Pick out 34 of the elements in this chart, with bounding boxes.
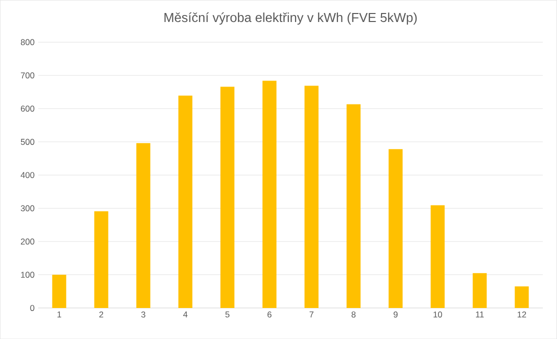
bar xyxy=(52,274,66,308)
y-tick-label: 400 xyxy=(20,172,34,178)
bar xyxy=(388,149,403,308)
x-tick-label: 6 xyxy=(268,311,272,318)
y-tick-label: 100 xyxy=(21,272,34,278)
chart-title: Měsíční výroba elektřiny v kWh (FVE 5kWp) xyxy=(164,12,417,25)
y-tick-label: 300 xyxy=(20,205,34,212)
x-tick-label: 4 xyxy=(183,311,188,318)
y-tick-label: 600 xyxy=(20,106,34,112)
x-tick-label: 7 xyxy=(310,311,314,318)
y-tick-label: 800 xyxy=(20,39,34,46)
bar xyxy=(220,86,234,308)
bar xyxy=(346,104,361,308)
bar xyxy=(94,211,108,308)
bar xyxy=(430,205,445,308)
bar xyxy=(514,286,529,308)
bar xyxy=(304,86,319,308)
y-tick-label: 200 xyxy=(20,238,34,244)
y-tick-label: 500 xyxy=(20,138,34,145)
x-tick-label: 10 xyxy=(434,311,442,318)
bar xyxy=(136,143,150,308)
x-tick-label: 1 xyxy=(57,311,62,318)
y-tick-label: 700 xyxy=(20,72,34,78)
y-tick-label: 0 xyxy=(30,304,34,311)
bar xyxy=(472,273,487,308)
x-tick-label: 11 xyxy=(476,311,484,318)
x-tick-label: 12 xyxy=(518,311,526,318)
bar xyxy=(262,80,276,308)
bar xyxy=(178,96,192,308)
x-tick-label: 9 xyxy=(394,311,398,318)
x-tick-label: 8 xyxy=(352,311,356,318)
x-tick-label: 5 xyxy=(225,311,230,318)
x-tick-label: 2 xyxy=(99,311,104,318)
x-tick-label: 3 xyxy=(141,311,146,318)
